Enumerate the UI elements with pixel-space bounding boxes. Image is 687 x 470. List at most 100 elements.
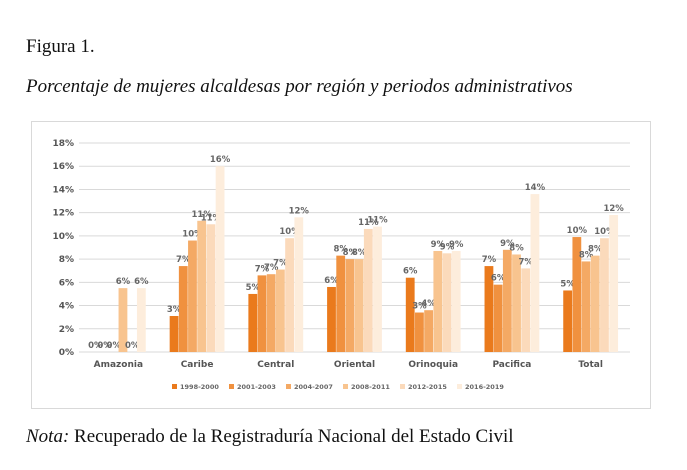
category-label: Orinoquia <box>408 360 458 370</box>
y-tick-label: 6% <box>59 278 74 288</box>
data-label: 3% <box>412 302 427 312</box>
y-tick-label: 14% <box>52 185 74 195</box>
bar <box>363 228 373 352</box>
legend-label: 2004-2007 <box>294 383 333 391</box>
bar <box>563 290 573 352</box>
bar <box>600 238 609 352</box>
data-label: 8% <box>333 245 348 255</box>
bar <box>178 266 188 352</box>
data-label: 7% <box>255 264 270 274</box>
chart-frame: 0% 2% 4% 6% 8% 10% 12% 14% 16% 18% 0% 0% 0% 6% 0% 6% Ama… <box>31 121 651 409</box>
y-tick-label: 18% <box>52 139 74 149</box>
bar <box>581 261 591 352</box>
data-label: 7% <box>273 259 288 269</box>
category-label: Pacifica <box>492 360 531 370</box>
bar <box>285 238 294 352</box>
data-label: 0% <box>88 341 103 351</box>
bar <box>327 286 336 352</box>
bar <box>248 293 258 352</box>
figure-note: Nota: Recuperado de la Registraduría Nac… <box>26 426 514 448</box>
data-label: 5% <box>246 283 261 293</box>
data-label: 11% <box>367 216 388 226</box>
bar-chart: 0%2%4%6%8%10%12%14%16%18%0%0%0%6%0%6%Ama… <box>52 139 630 391</box>
category-label: Amazonia <box>94 360 143 370</box>
y-tick-label: 0% <box>59 348 74 358</box>
bar <box>493 284 503 352</box>
data-label: 11% <box>201 213 222 223</box>
bar <box>502 249 512 352</box>
y-tick-label: 2% <box>59 325 74 335</box>
data-label: 6% <box>116 277 131 287</box>
y-tick-label: 8% <box>59 255 74 265</box>
y-tick-label: 10% <box>52 232 74 242</box>
category-label: Total <box>578 360 603 370</box>
bar <box>169 316 179 352</box>
bar <box>373 226 382 352</box>
legend-swatch <box>229 384 234 389</box>
data-label: 6% <box>403 267 418 277</box>
bar <box>294 217 304 352</box>
bar <box>521 268 531 352</box>
data-label: 11% <box>358 218 379 228</box>
bar <box>136 288 146 352</box>
data-label: 6% <box>324 276 339 286</box>
data-label: 11% <box>191 210 212 220</box>
bar <box>197 220 207 352</box>
bar <box>530 194 540 352</box>
data-label: 8% <box>579 250 594 260</box>
y-tick-label: 4% <box>59 302 74 312</box>
data-label: 7% <box>482 255 497 265</box>
data-label: 8% <box>352 248 367 258</box>
category-label: Caribe <box>181 360 214 370</box>
data-label: 9% <box>431 240 446 250</box>
data-label: 16% <box>210 155 231 165</box>
data-label: 6% <box>134 277 149 287</box>
legend-swatch <box>286 384 291 389</box>
bar <box>215 166 225 352</box>
bar <box>609 214 619 352</box>
legend-swatch <box>457 384 462 389</box>
bar <box>275 269 285 352</box>
data-label: 10% <box>279 227 300 237</box>
y-tick-label: 12% <box>52 209 74 219</box>
data-label: 14% <box>525 183 546 193</box>
data-label: 8% <box>509 243 524 253</box>
data-label: 4% <box>421 299 436 309</box>
data-label: 7% <box>176 255 191 265</box>
bar <box>442 253 452 352</box>
data-label: 7% <box>519 257 534 267</box>
bar <box>257 275 267 352</box>
data-label: 10% <box>567 226 588 236</box>
data-label: 9% <box>449 240 464 250</box>
data-label: 12% <box>289 206 310 216</box>
legend-label: 1998-2000 <box>180 383 219 391</box>
data-label: 8% <box>588 245 603 255</box>
bar <box>188 240 197 352</box>
figure-title: Porcentaje de mujeres alcaldesas por reg… <box>26 76 573 97</box>
y-tick-label: 16% <box>52 162 74 172</box>
bar <box>572 237 582 352</box>
legend-label: 2016-2019 <box>465 383 504 391</box>
data-label: 10% <box>182 230 203 240</box>
bar <box>424 310 434 352</box>
bar <box>345 259 355 352</box>
bar <box>354 259 364 352</box>
bar <box>590 255 600 352</box>
data-label: 9% <box>500 239 515 249</box>
bar <box>206 224 216 352</box>
legend-swatch <box>400 384 405 389</box>
legend-label: 2008-2011 <box>351 383 390 391</box>
category-label: Central <box>257 360 294 370</box>
data-label: 0% <box>97 341 112 351</box>
figure-label: Figura 1. <box>26 36 95 57</box>
legend-swatch <box>172 384 177 389</box>
data-label: 9% <box>440 242 455 252</box>
legend-swatch <box>343 384 348 389</box>
data-label: 8% <box>343 248 358 258</box>
data-label: 12% <box>603 204 624 214</box>
bar <box>433 250 443 352</box>
data-label: 0% <box>107 341 122 351</box>
legend-label: 2001-2003 <box>237 383 276 391</box>
bar <box>336 255 346 352</box>
bar <box>266 274 276 352</box>
